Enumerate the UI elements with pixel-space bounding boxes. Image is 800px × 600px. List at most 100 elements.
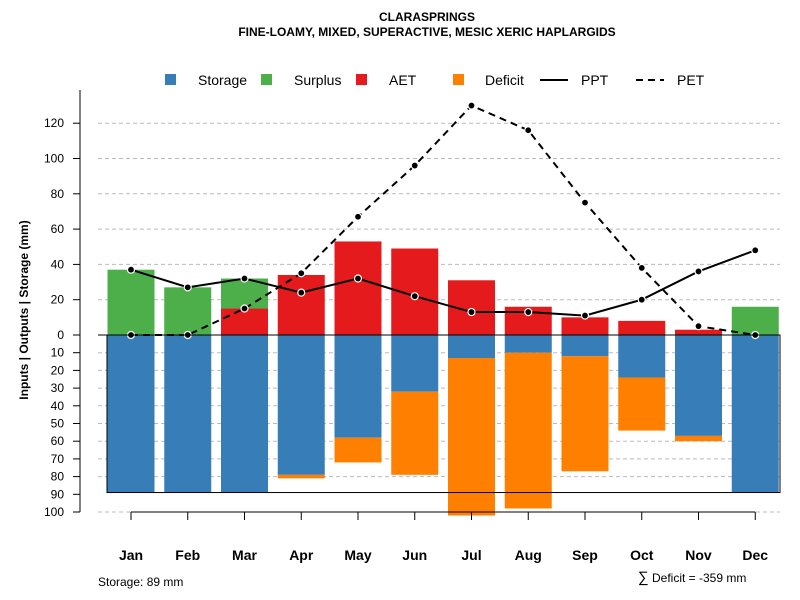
x-tick-label-oct: Oct [630,547,654,563]
ppt-point-mar [240,274,249,283]
deficit-bar-sep [561,356,609,472]
deficit-bar-apr [277,474,325,479]
y-tick-label-bottom-70: 70 [51,452,65,466]
legend-label-storage: Storage [198,72,247,88]
deficit-bar-nov [675,435,722,442]
x-tick-label-jul: Jul [461,547,481,563]
deficit-note: Deficit = -359 mm [652,571,746,585]
x-tick-label-sep: Sep [572,547,598,563]
pet-point-sep [580,198,590,207]
y-tick-label-top-0: 0 [57,328,64,342]
x-tick-label-dec: Dec [742,547,768,563]
ppt-point-dec [751,246,760,255]
x-tick-label-jan: Jan [119,547,143,563]
legend-swatch-aet [356,74,367,85]
storage-bar-oct [618,335,666,378]
x-tick-label-may: May [344,547,371,563]
pet-line [131,104,756,336]
legend-label-ppt: PPT [581,72,609,88]
ppt-point-sep [580,311,590,320]
surplus-bar-jan [107,269,155,335]
legend-label-aet: AET [389,72,417,88]
storage-bar-jan [107,335,155,493]
storage-bar-dec [731,335,779,493]
legend-label-surplus: Surplus [294,72,341,88]
ppt-point-apr [297,288,306,297]
x-tick-label-feb: Feb [175,547,200,563]
pet-point-oct [637,263,646,273]
y-tick-label-top-60: 60 [51,222,65,236]
y-tick-label-bottom-60: 60 [51,434,65,448]
bars-group [106,241,781,516]
y-axis-label: Inputs | Outputs | Storage (mm) [17,220,31,399]
aet-bar-nov [675,329,722,335]
ppt-point-nov [694,267,703,276]
y-tick-label-bottom-100: 100 [44,505,64,519]
legend-swatch-deficit [453,74,464,85]
y-tick-label-bottom-30: 30 [51,381,65,395]
pet-point-may [353,212,363,221]
y-tick-label-bottom-20: 20 [51,363,65,377]
pet-point-aug [524,126,533,135]
ppt-line [130,249,756,317]
surplus-bar-mar [221,278,268,309]
x-tick-label-mar: Mar [232,547,257,563]
storage-bar-apr [277,335,325,475]
legend-label-deficit: Deficit [485,72,524,88]
chart-subtitle: FINE-LOAMY, MIXED, SUPERACTIVE, MESIC XE… [238,25,615,39]
legend: Storage Surplus AET Deficit PPT PET [165,72,705,88]
pet-point-nov [694,322,703,331]
y-tick-label-top-40: 40 [51,257,65,271]
deficit-sum-icon: ∑ [638,569,649,586]
y-tick-label-bottom-10: 10 [51,346,65,360]
aet-bar-apr [277,274,325,335]
aet-bar-mar [221,308,268,335]
legend-label-pet: PET [677,72,705,88]
aet-bar-sep [561,317,609,335]
y-tick-label-bottom-80: 80 [51,470,65,484]
chart-title: CLARASPRINGS [379,10,475,24]
storage-bar-feb [164,335,212,493]
y-tick-label-top-100: 100 [44,152,64,166]
deficit-bar-aug [504,352,552,509]
deficit-bar-may [334,437,382,463]
pet-point-apr [297,269,306,278]
storage-bar-may [334,335,382,438]
deficit-bar-oct [618,377,666,431]
storage-bar-jun [391,335,439,392]
y-tick-label-top-20: 20 [51,293,65,307]
legend-swatch-storage [165,74,176,85]
x-tick-label-aug: Aug [515,547,542,563]
y-tick-label-bottom-50: 50 [51,417,65,431]
deficit-bar-jul [448,358,495,516]
y-tick-label-top-80: 80 [51,187,65,201]
pet-point-mar [240,304,249,313]
pet-point-jul [467,101,476,110]
x-tick-label-apr: Apr [289,547,314,563]
surplus-bar-dec [731,306,779,335]
pet-point-jun [410,161,419,170]
axes-group: 0 20 40 60 80 100 120 10 20 30 40 50 60 70 80 90 100 Jan F… [44,90,780,563]
legend-swatch-surplus [261,74,272,85]
storage-bar-jul [448,335,495,359]
y-tick-label-bottom-90: 90 [51,487,65,501]
x-tick-label-nov: Nov [685,547,712,563]
x-tick-label-jun: Jun [402,547,427,563]
storage-bar-nov [675,335,722,436]
ppt-point-may [353,274,363,283]
ppt-point-jul [467,307,476,317]
y-tick-label-bottom-40: 40 [51,399,65,413]
storage-note: Storage: 89 mm [98,575,183,589]
ppt-point-jan [126,265,136,274]
deficit-bar-jun [391,391,439,475]
aet-bar-may [334,241,382,335]
y-tick-label-top-120: 120 [44,116,64,130]
ppt-point-aug [524,307,533,317]
ppt-point-jun [410,292,419,301]
aet-bar-oct [618,320,666,335]
storage-bar-aug [504,335,552,353]
lines-group [126,101,760,340]
ppt-point-oct [637,295,646,304]
storage-bar-sep [561,335,609,357]
